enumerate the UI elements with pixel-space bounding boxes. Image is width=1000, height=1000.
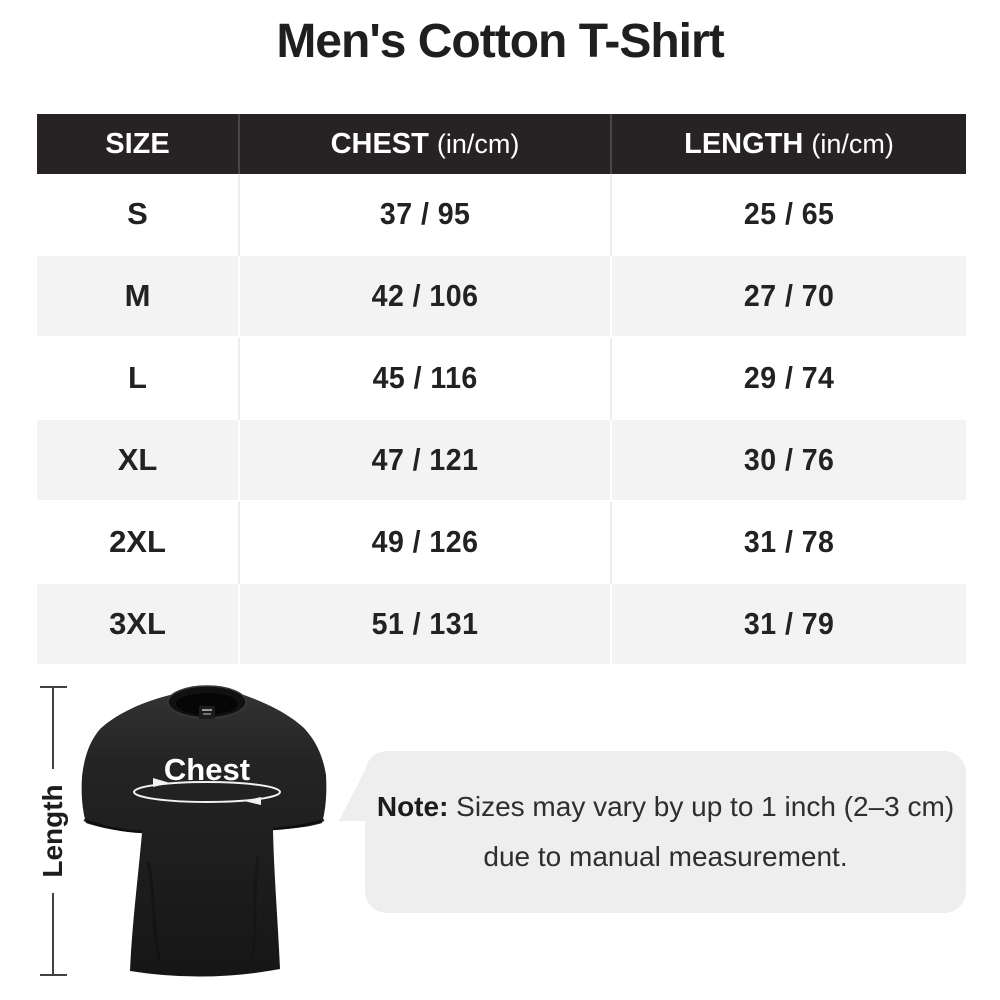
length-measure-line-lower xyxy=(52,893,54,975)
chest-value: 49 / 126 xyxy=(371,524,479,559)
note-text-1: Sizes may vary by up to 1 inch (2–3 cm) xyxy=(456,791,955,822)
tshirt-body xyxy=(81,690,327,977)
length-value: 31 / 79 xyxy=(743,606,835,641)
table-row-l: L 45 / 116 29 / 74 xyxy=(37,336,966,419)
chest-cell: 51 / 131 xyxy=(238,582,611,664)
length-cell: 30 / 76 xyxy=(610,418,966,501)
note-bubble-tail xyxy=(339,768,366,821)
chest-arrow-right-icon xyxy=(153,778,170,787)
length-cell: 31 / 78 xyxy=(610,500,966,583)
col-header-size-label: SIZE xyxy=(105,127,170,160)
length-value: 27 / 70 xyxy=(743,278,835,313)
col-header-length-unit: (in/cm) xyxy=(811,128,894,159)
col-header-length: LENGTH (in/cm) xyxy=(610,114,966,174)
chest-cell: 42 / 106 xyxy=(238,254,611,337)
length-value: 25 / 65 xyxy=(743,196,835,231)
chest-measure-ellipse xyxy=(133,781,281,803)
col-header-chest-unit: (in/cm) xyxy=(436,128,520,159)
size-cell: 2XL xyxy=(37,500,239,583)
chest-value: 42 / 106 xyxy=(371,278,479,313)
body-wrinkle xyxy=(146,861,162,963)
length-label: Length xyxy=(37,784,68,878)
left-sleeve-hem-line xyxy=(83,818,143,834)
length-cell: 29 / 74 xyxy=(610,336,966,419)
col-header-chest: CHEST (in/cm) xyxy=(238,114,611,174)
chest-cell: 45 / 116 xyxy=(238,336,611,419)
table-row-3xl: 3XL 51 / 131 31 / 79 xyxy=(37,582,966,664)
length-measure-line-upper xyxy=(52,687,54,769)
note-line-2: due to manual measurement. xyxy=(483,841,848,872)
neck-label-print xyxy=(203,713,211,715)
chest-value: 47 / 121 xyxy=(371,442,479,477)
length-cell: 27 / 70 xyxy=(610,254,966,337)
note-line-1: Note: Sizes may vary by up to 1 inch (2–… xyxy=(377,793,954,821)
table-row-m: M 42 / 106 27 / 70 xyxy=(37,254,966,337)
chest-value: 45 / 116 xyxy=(372,360,478,395)
table-row-xl: XL 47 / 121 30 / 76 xyxy=(37,418,966,501)
length-value: 30 / 76 xyxy=(743,442,835,477)
length-value: 29 / 74 xyxy=(743,360,835,395)
chest-value: 51 / 131 xyxy=(371,606,479,641)
chest-cell: 37 / 95 xyxy=(238,174,611,255)
chest-cell: 49 / 126 xyxy=(238,500,611,583)
table-row-2xl: 2XL 49 / 126 31 / 78 xyxy=(37,500,966,583)
header-row: SIZE CHEST (in/cm) LENGTH (in/cm) xyxy=(37,114,966,174)
size-table-body: S 37 / 95 25 / 65 M 42 / 106 27 / 70 L 4… xyxy=(37,174,966,664)
col-header-size: SIZE xyxy=(37,114,239,174)
right-sleeve-hem-line xyxy=(272,818,325,831)
chest-value: 37 / 95 xyxy=(379,196,471,231)
length-cell: 31 / 79 xyxy=(610,582,966,664)
size-cell: XL xyxy=(37,418,239,501)
length-cell: 25 / 65 xyxy=(610,174,966,255)
size-table-header: SIZE CHEST (in/cm) LENGTH (in/cm) xyxy=(37,114,966,174)
size-cell: M xyxy=(37,254,239,337)
neck-label-print xyxy=(202,709,212,711)
body-wrinkle xyxy=(250,856,260,961)
page-title: Men's Cotton T-Shirt xyxy=(276,15,724,68)
chest-arrow-left-icon xyxy=(244,797,261,805)
col-header-length-label: LENGTH xyxy=(684,127,804,160)
size-cell: 3XL xyxy=(37,582,239,664)
tshirt-image: Chest xyxy=(81,685,327,977)
length-value: 31 / 78 xyxy=(743,524,835,559)
length-measure-bottom-cap xyxy=(40,974,67,976)
neck-label xyxy=(199,706,215,719)
note-bubble: Note: Sizes may vary by up to 1 inch (2–… xyxy=(339,751,966,913)
size-cell: S xyxy=(37,174,239,255)
table-row-s: S 37 / 95 25 / 65 xyxy=(37,174,966,255)
size-table: SIZE CHEST (in/cm) LENGTH (in/cm) S 37 /… xyxy=(37,114,966,664)
collar-inner xyxy=(176,693,238,715)
chest-cell: 47 / 121 xyxy=(238,418,611,501)
note-prefix: Note: xyxy=(376,791,449,822)
size-cell: L xyxy=(37,336,239,419)
col-header-chest-label: CHEST xyxy=(330,127,429,160)
